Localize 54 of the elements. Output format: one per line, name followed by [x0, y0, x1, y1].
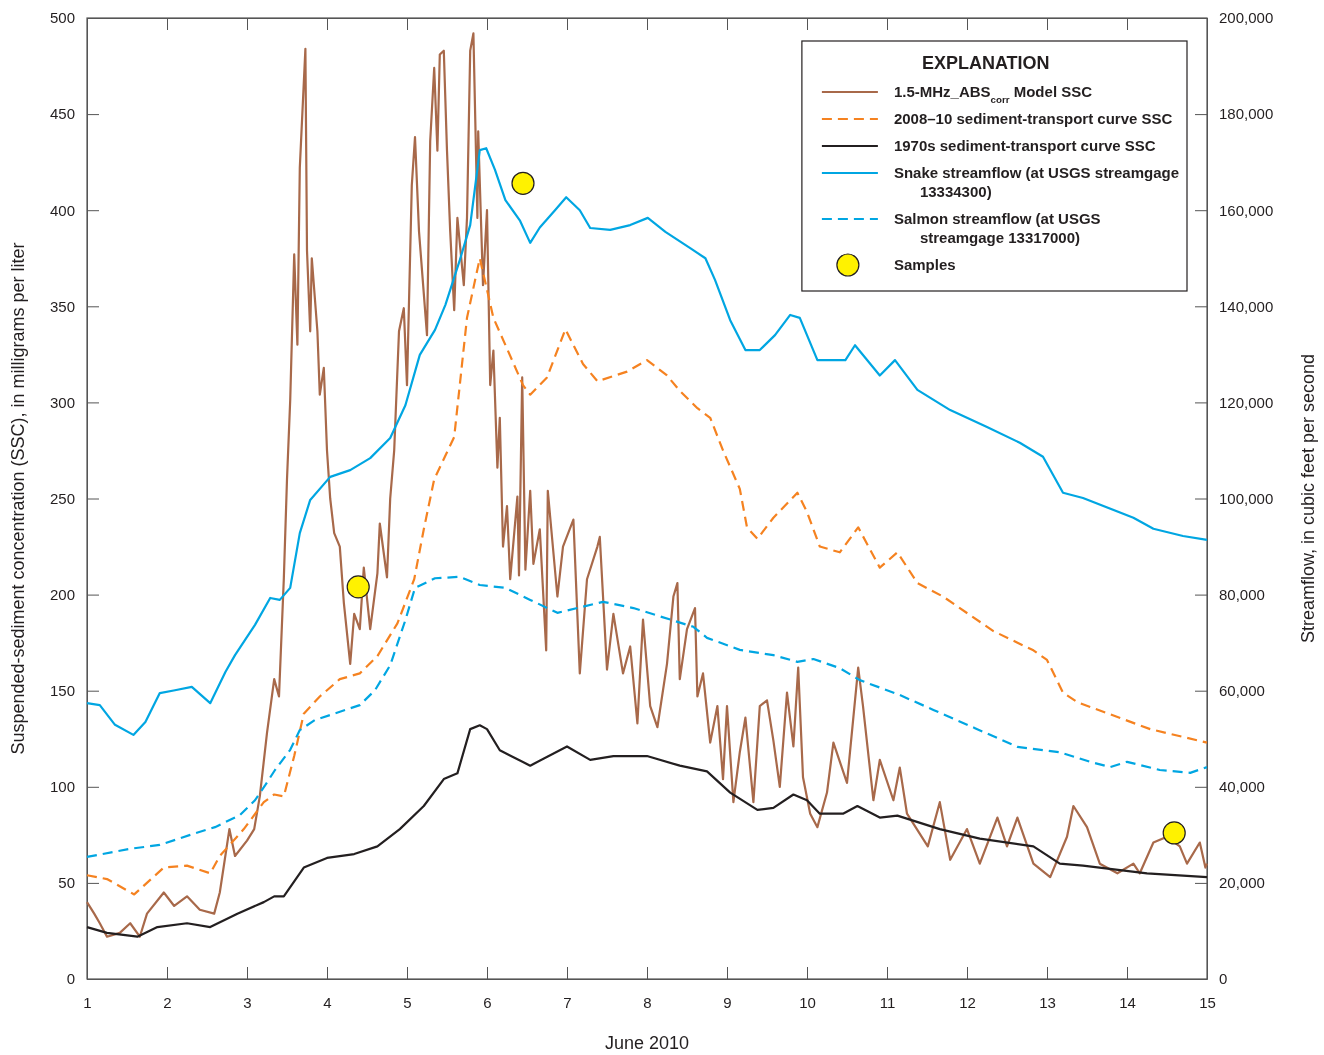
y2-tick-label: 200,000 — [1219, 9, 1274, 27]
x-tick-label: 6 — [483, 993, 492, 1011]
legend-label: 1.5-MHz_ABS$_{corr}$ Model SSC — [893, 83, 1093, 105]
y2-tick-label: 0 — [1219, 970, 1228, 988]
y-tick-label: 250 — [49, 489, 75, 507]
y-tick-label: 450 — [49, 105, 75, 123]
y2-tick-label: 100,000 — [1219, 489, 1274, 507]
x-axis-title: June 2010 — [604, 1033, 690, 1053]
x-tick-label: 11 — [879, 993, 896, 1011]
x-tick-label: 8 — [643, 993, 652, 1011]
y-tick-label: 0 — [66, 970, 75, 988]
x-tick-label: 9 — [723, 993, 732, 1011]
x-tick-label: 13 — [1039, 993, 1056, 1011]
x-tick-label: 3 — [243, 993, 252, 1011]
y-tick-label: 200 — [49, 585, 75, 603]
y2-tick-label: 140,000 — [1219, 297, 1274, 315]
x-tick-label: 1 — [83, 993, 92, 1011]
x-tick-label: 2 — [163, 993, 172, 1011]
y2-tick-label: 180,000 — [1219, 105, 1274, 123]
point — [511, 171, 535, 195]
y2-tick-label: 80,000 — [1219, 585, 1265, 603]
line-series — [85, 724, 1209, 938]
line-series — [85, 32, 1209, 938]
x-tick-label: 15 — [1199, 993, 1216, 1011]
y-tick-label: 300 — [49, 393, 75, 411]
legend-label: Snake streamflow (at USGS streamgage 13334300) — [893, 164, 1179, 200]
y-axis-title: Suspended-sediment concentration (SSC), in milligrams per liter — [8, 242, 28, 755]
y2-tick-label: 20,000 — [1219, 874, 1265, 892]
legend-title: EXPLANATION — [921, 53, 1050, 73]
y-tick-label: 150 — [49, 682, 75, 699]
x-tick-label: 12 — [959, 993, 976, 1011]
y-tick-label: 350 — [49, 297, 75, 315]
line-series — [85, 257, 1209, 896]
x-tick-label: 14 — [1119, 993, 1136, 1011]
y2-tick-label: 60,000 — [1219, 682, 1265, 699]
legend-label: Salmon streamflow (at USGS streamgage 13317000) — [893, 210, 1101, 246]
y-tick-label: 500 — [49, 9, 75, 27]
x-tick-label: 5 — [403, 993, 412, 1011]
x-tick-label: 4 — [323, 993, 332, 1011]
legend-label: 2008–10 sediment-transport curve SSC — [893, 110, 1173, 127]
y2-axis-title: Streamflow, in cubic feet per second — [1298, 353, 1318, 644]
x-tick-label: 7 — [563, 993, 572, 1011]
x-tick-label: 10 — [799, 993, 816, 1011]
y2-tick-label: 120,000 — [1219, 393, 1274, 411]
legend-label: Samples — [893, 256, 956, 273]
legend-label: 1970s sediment-transport curve SSC — [893, 137, 1156, 154]
point — [346, 575, 370, 599]
y2-tick-label: 160,000 — [1219, 201, 1274, 219]
point — [1162, 821, 1186, 845]
y-tick-label: 400 — [49, 201, 75, 219]
line-series — [85, 575, 1209, 859]
y2-tick-label: 40,000 — [1219, 778, 1265, 796]
y-tick-label: 100 — [49, 778, 75, 796]
y-tick-label: 50 — [58, 874, 75, 892]
